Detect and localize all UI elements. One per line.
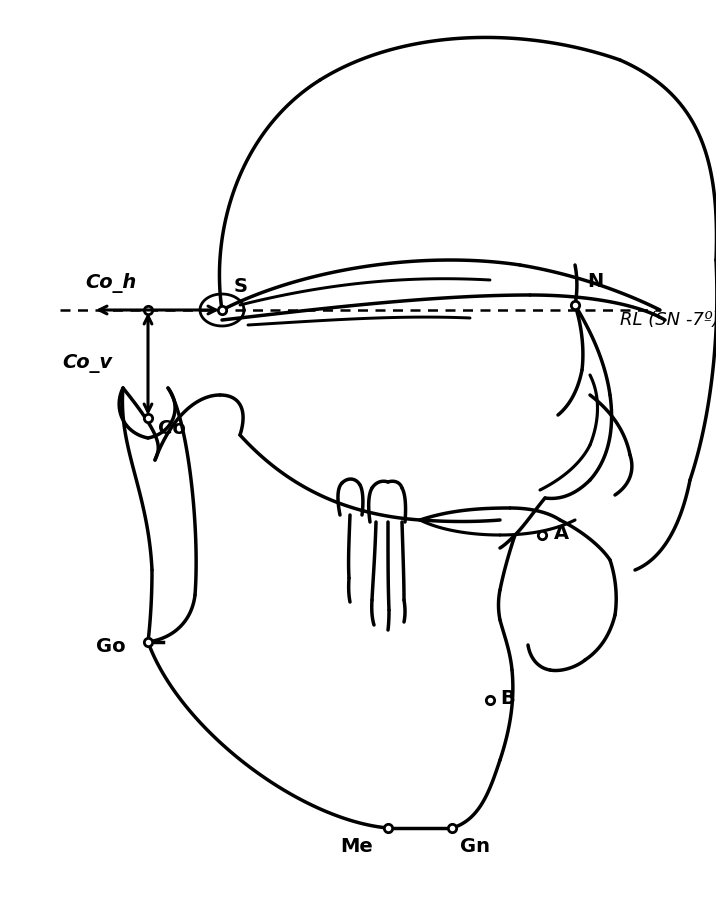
Text: Co_h: Co_h [85, 273, 136, 293]
Text: RL (SN -7º): RL (SN -7º) [620, 311, 716, 329]
Text: Co: Co [158, 419, 186, 438]
Text: Go: Go [96, 637, 125, 656]
Text: Me: Me [340, 837, 373, 856]
Text: N: N [587, 272, 604, 291]
Text: Co_v: Co_v [62, 354, 112, 373]
Text: A: A [554, 524, 569, 543]
Text: S: S [234, 277, 248, 296]
Text: B: B [500, 689, 515, 708]
Text: Gn: Gn [460, 837, 490, 856]
